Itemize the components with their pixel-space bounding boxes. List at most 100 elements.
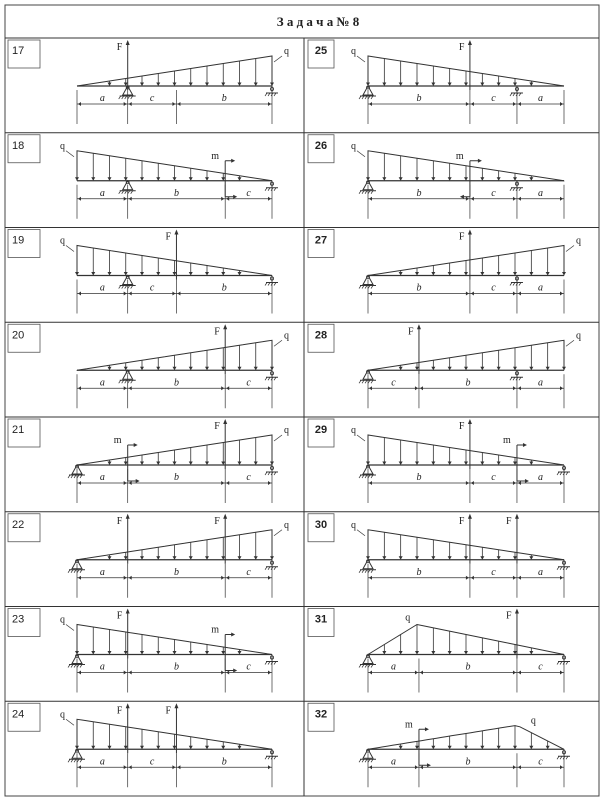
arrowhead-icon <box>470 102 474 106</box>
arrowhead-icon <box>382 177 387 181</box>
problem-panel-29: 29 q Fm b c a <box>307 418 570 503</box>
problem-number: 28 <box>315 329 327 341</box>
segment-length-label: c <box>538 662 543 673</box>
arrowhead-icon <box>465 291 469 296</box>
problem-number: 19 <box>12 235 24 247</box>
arrowhead-icon <box>447 651 452 655</box>
arrowhead-icon <box>517 291 521 296</box>
force-label: F <box>214 326 220 337</box>
force-label: F <box>408 326 414 337</box>
arrowhead-icon <box>205 366 209 371</box>
arrowhead-icon <box>496 272 501 276</box>
arrowhead-icon <box>431 272 436 276</box>
pin-support-icon <box>118 179 136 194</box>
arrowhead-icon <box>172 82 177 86</box>
force-label: F <box>459 516 465 527</box>
segment-length-label: a <box>391 756 396 767</box>
arrowhead-icon <box>268 670 271 675</box>
arrowhead-icon <box>226 481 230 485</box>
segment-length-label: b <box>174 188 179 199</box>
arrowhead-icon <box>125 703 130 709</box>
segment-length-label: a <box>100 756 105 767</box>
segment-length-label: c <box>491 567 496 578</box>
problem-number-box <box>307 608 335 637</box>
segment-length-label: c <box>246 377 251 388</box>
segment-length-label: b <box>416 188 421 199</box>
segment-length-label: b <box>465 377 470 388</box>
roller-support-icon <box>509 370 523 381</box>
arrowhead-icon <box>464 82 468 86</box>
pin-support-icon <box>118 369 136 384</box>
arrowhead-icon <box>78 481 81 485</box>
arrowhead-icon <box>465 196 469 201</box>
segment-length-label: b <box>174 377 179 388</box>
arrowhead-icon <box>431 177 436 181</box>
arrowhead-icon <box>426 763 431 768</box>
arrowhead-icon <box>268 196 271 201</box>
roller-support-icon <box>509 180 523 191</box>
arrowhead-icon <box>123 670 127 675</box>
moment-label: m <box>211 625 219 636</box>
arrowhead-icon <box>459 194 464 199</box>
arrowhead-icon <box>480 556 485 560</box>
arrowhead-icon <box>268 291 271 296</box>
arrowhead-icon <box>464 651 468 655</box>
arrowhead-icon <box>128 196 132 201</box>
arrowhead-icon <box>128 481 132 485</box>
segment-length-label: a <box>391 662 396 673</box>
arrowhead-icon <box>496 745 501 750</box>
arrowhead-icon <box>156 366 161 371</box>
arrowhead-icon <box>156 82 161 86</box>
segment-length-label: b <box>416 93 421 104</box>
arrowhead-icon <box>270 82 274 86</box>
roller-support-icon <box>264 465 278 476</box>
force-label: F <box>506 516 512 527</box>
arrowhead-icon <box>237 461 242 465</box>
arrowhead-icon <box>223 419 228 424</box>
segment-length-label: c <box>150 93 155 104</box>
q-load-label: q <box>60 709 65 720</box>
problem-number: 31 <box>315 614 327 626</box>
arrowhead-icon <box>369 481 372 485</box>
pin-support-icon <box>358 463 376 479</box>
arrowhead-icon <box>447 745 452 750</box>
arrowhead-icon <box>529 556 534 560</box>
arrowhead-icon <box>75 272 79 276</box>
segment-length-label: a <box>100 472 105 483</box>
arrowhead-icon <box>464 461 468 465</box>
arrowhead-icon <box>366 461 370 465</box>
arrowhead-icon <box>431 651 436 655</box>
arrowhead-icon <box>467 513 472 519</box>
arrowhead-icon <box>419 765 423 770</box>
arrowhead-icon <box>233 668 238 673</box>
force-label: F <box>165 232 171 243</box>
force-label: F <box>459 42 465 53</box>
arrowhead-icon <box>226 670 230 675</box>
arrowhead-icon <box>560 386 563 391</box>
arrowhead-icon <box>188 82 193 86</box>
arrowhead-icon <box>414 386 418 391</box>
arrowhead-icon <box>369 102 372 106</box>
arrowhead-icon <box>226 196 230 201</box>
segment-length-label: a <box>100 93 105 104</box>
roller-support-icon <box>509 86 523 97</box>
arrowhead-icon <box>465 575 469 580</box>
arrowhead-icon <box>123 765 127 770</box>
arrowhead-icon <box>496 461 501 465</box>
arrowhead-icon <box>366 82 370 86</box>
segment-length-label: b <box>416 567 421 578</box>
arrowhead-icon <box>140 461 144 465</box>
arrowhead-icon <box>221 670 225 675</box>
moment-label: m <box>503 435 511 446</box>
pin-support-icon <box>67 653 85 668</box>
arrowhead-icon <box>545 745 550 750</box>
segment-length-label: b <box>416 283 421 294</box>
arrowhead-icon <box>512 196 516 201</box>
q-load-label: q <box>531 715 536 726</box>
arrowhead-icon <box>172 177 177 181</box>
arrowhead-icon <box>172 291 176 296</box>
q-leader <box>565 339 575 347</box>
q-load-label: q <box>405 613 410 624</box>
arrowhead-icon <box>268 102 271 106</box>
moment-label: m <box>211 151 219 162</box>
